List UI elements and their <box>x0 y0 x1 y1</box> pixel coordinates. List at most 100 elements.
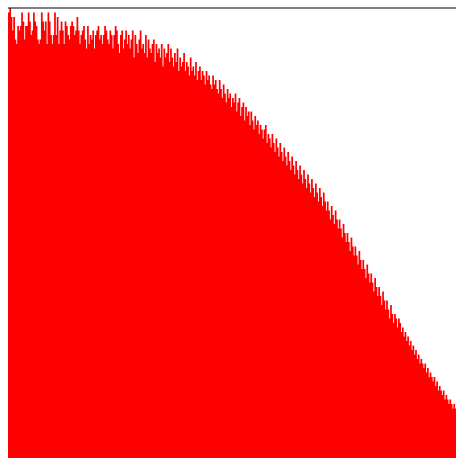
histogram-bar <box>417 354 420 458</box>
histogram-bar <box>48 21 51 458</box>
histogram-bar <box>44 21 47 458</box>
histogram-bar <box>22 21 25 458</box>
histogram-bar <box>98 39 101 458</box>
histogram-bar <box>226 89 229 458</box>
histogram-bar <box>365 278 367 458</box>
histogram-bar <box>271 134 274 458</box>
histogram-bar <box>46 44 48 458</box>
histogram-bar <box>293 174 296 458</box>
histogram-bar <box>401 327 404 458</box>
histogram-bar <box>278 156 280 458</box>
histogram-bar <box>224 93 226 458</box>
histogram-bar <box>317 201 320 458</box>
histogram-bar <box>378 287 380 458</box>
histogram-bar <box>92 30 95 458</box>
histogram-bar <box>396 327 399 458</box>
histogram-bar <box>172 66 175 458</box>
histogram-bar <box>68 39 71 458</box>
histogram-bar <box>55 35 58 458</box>
histogram-bar <box>403 336 406 458</box>
histogram-bar <box>362 260 365 458</box>
histogram-bar <box>366 264 369 458</box>
histogram-bar <box>266 143 268 458</box>
histogram-bar <box>276 147 279 458</box>
histogram-bar <box>383 300 386 458</box>
histogram-bar <box>205 71 208 458</box>
histogram-bar <box>43 30 46 458</box>
histogram-bar <box>47 12 50 458</box>
histogram-bar <box>170 48 172 458</box>
histogram-bar <box>199 66 201 458</box>
histogram-bar <box>33 12 35 458</box>
histogram-bar <box>21 12 23 458</box>
histogram-bar <box>437 390 440 458</box>
histogram-bar <box>280 152 283 458</box>
histogram-bar <box>247 111 250 458</box>
histogram-bar <box>359 260 362 458</box>
histogram-bar <box>421 363 424 458</box>
histogram-bar <box>303 170 305 458</box>
histogram-bar <box>322 192 325 458</box>
histogram-bar <box>221 98 224 458</box>
histogram-bar <box>81 30 84 458</box>
histogram-bar <box>405 341 408 458</box>
histogram-bar <box>305 188 308 458</box>
histogram-bar <box>79 44 81 458</box>
histogram-bar <box>72 26 75 458</box>
histogram-bar <box>387 309 390 458</box>
histogram-bar <box>30 35 33 458</box>
histogram-bar <box>225 102 228 458</box>
histogram-bar <box>434 386 437 458</box>
histogram-bar <box>187 66 189 458</box>
histogram-bar <box>123 39 126 458</box>
histogram-bar <box>347 242 350 458</box>
histogram-bar <box>369 282 371 458</box>
histogram-bar <box>64 21 67 458</box>
histogram-bar <box>145 35 147 458</box>
histogram-bar <box>229 93 232 458</box>
histogram-bar <box>308 183 311 458</box>
histogram-bar <box>91 39 93 458</box>
histogram-bar <box>220 89 222 458</box>
histogram-bar <box>349 251 351 458</box>
histogram-bar <box>15 44 18 458</box>
histogram-bar <box>409 341 412 458</box>
histogram-bar <box>249 125 251 458</box>
histogram-bar <box>84 39 87 458</box>
histogram-bar <box>158 48 160 458</box>
histogram-bar <box>284 156 287 458</box>
histogram-bar <box>76 17 79 458</box>
histogram-bar <box>344 233 346 458</box>
histogram-bar <box>237 102 239 458</box>
histogram-bar <box>386 300 388 458</box>
histogram-bar <box>411 350 413 458</box>
histogram-bar <box>71 21 73 458</box>
histogram-bar <box>180 66 183 458</box>
histogram-bar <box>321 206 324 458</box>
histogram-bar <box>345 242 348 458</box>
histogram-bar <box>183 53 185 458</box>
histogram-bar <box>246 116 249 458</box>
histogram-bar <box>448 404 450 458</box>
histogram-bar <box>232 98 234 458</box>
histogram-bar <box>130 39 133 458</box>
histogram-bar <box>279 143 282 458</box>
histogram-bar <box>75 30 77 458</box>
histogram-bar <box>151 44 154 458</box>
histogram-bar <box>101 44 104 458</box>
histogram-bar <box>289 170 292 458</box>
histogram-bar <box>264 125 267 458</box>
histogram-bar <box>155 44 158 458</box>
histogram-bar <box>118 53 121 458</box>
histogram-bar <box>329 219 332 458</box>
histogram-bar <box>106 39 109 458</box>
histogram-bar <box>259 125 262 458</box>
histogram-bar <box>326 201 329 458</box>
histogram-bar <box>109 30 112 458</box>
histogram-bar <box>112 48 114 458</box>
histogram-bar <box>453 404 456 458</box>
histogram-bar <box>427 368 429 458</box>
histogram-bar <box>117 44 120 458</box>
histogram-bar <box>374 278 377 458</box>
